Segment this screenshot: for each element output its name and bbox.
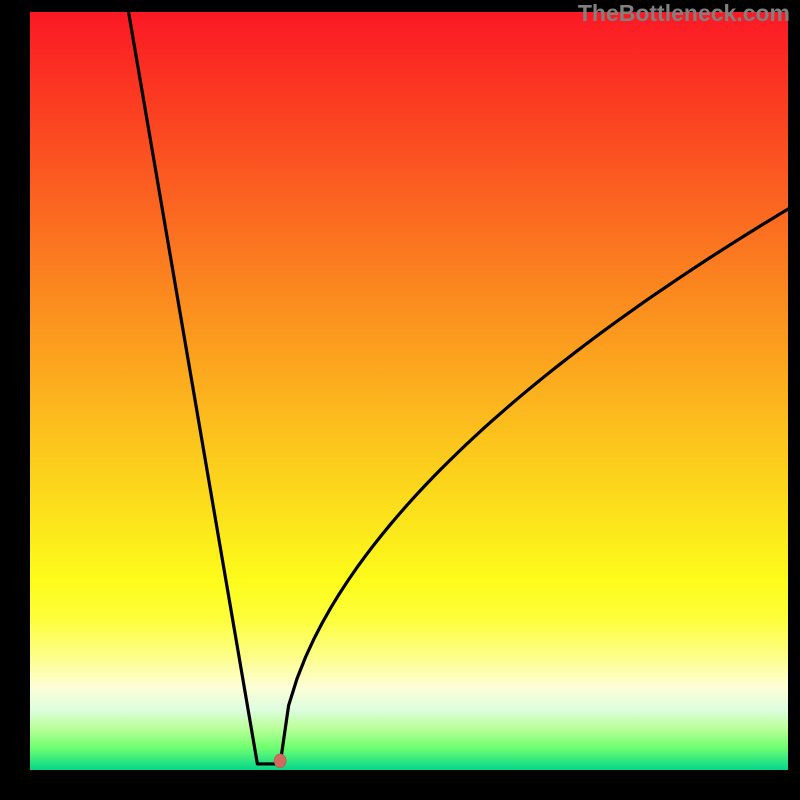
watermark-text: TheBottleneck.com bbox=[578, 0, 790, 27]
vertex-marker bbox=[274, 754, 286, 768]
plot-area bbox=[30, 12, 788, 770]
gradient-background bbox=[30, 12, 788, 770]
plot-svg bbox=[30, 12, 788, 770]
